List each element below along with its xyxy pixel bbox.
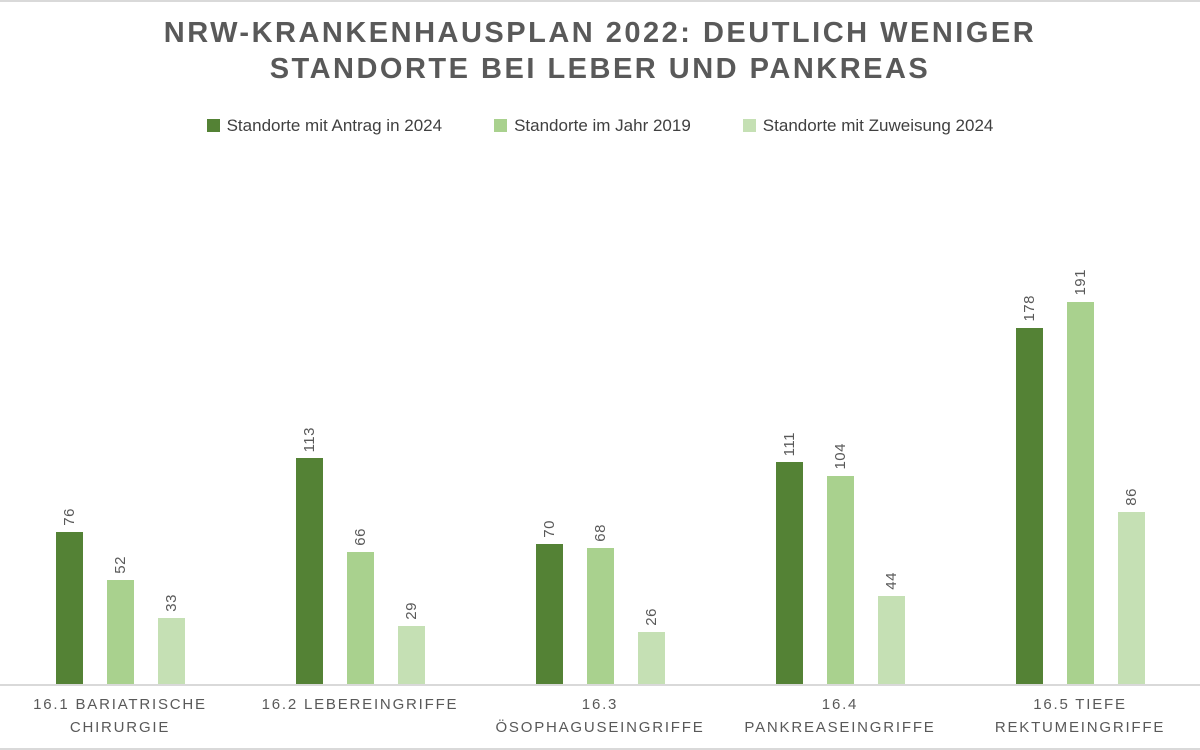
legend-label-jahr-2019: Standorte im Jahr 2019 (514, 115, 691, 135)
bar-value-label: 26 (642, 608, 660, 626)
bar-16-1-antrag-2024 (55, 532, 83, 684)
bar-value-label: 68 (591, 524, 609, 542)
top-border-line (0, 0, 1200, 2)
bar-column: 178 (1015, 295, 1043, 684)
bar-16-1-zuweisung-2024 (157, 618, 185, 684)
category-label-16-1: 16.1 BARIATRISCHE CHIRURGIE (33, 696, 207, 736)
legend-swatch-zuweisung-2024 (742, 119, 756, 133)
bar-column: 113 (295, 426, 323, 684)
category-cell: 16.3 ÖSOPHAGUSEINGRIFFE (480, 694, 720, 739)
bar-column: 68 (586, 524, 614, 684)
category-label-16-3: 16.3 ÖSOPHAGUSEINGRIFFE (495, 696, 705, 736)
bar-value-label: 29 (402, 602, 420, 620)
bar-column: 76 (55, 508, 83, 684)
bar-16-5-jahr-2019 (1066, 302, 1094, 684)
bar-16-1-jahr-2019 (106, 580, 134, 684)
bar-value-label: 44 (882, 572, 900, 590)
bar-16-4-zuweisung-2024 (877, 596, 905, 684)
group-16-2-lebereingriffe: 113 66 29 (240, 427, 480, 684)
bar-value-label: 76 (60, 508, 78, 526)
plot-area: 76 52 33 113 66 29 (0, 136, 1200, 686)
bar-16-2-zuweisung-2024 (397, 626, 425, 684)
chart-title: NRW-KRANKENHAUSPLAN 2022: DEUTLICH WENIG… (163, 17, 1037, 85)
bottom-border-line (0, 748, 1200, 750)
bar-16-2-antrag-2024 (295, 458, 323, 684)
legend-label-antrag-2024: Standorte mit Antrag in 2024 (226, 115, 443, 135)
bar-16-5-zuweisung-2024 (1117, 512, 1145, 684)
bar-16-2-jahr-2019 (346, 552, 374, 684)
category-label-16-4: 16.4 PANKREASEINGRIFFE (744, 696, 936, 736)
bar-value-label: 104 (831, 443, 849, 470)
category-cell: 16.2 LEBEREINGRIFFE (240, 694, 480, 717)
bar-16-3-antrag-2024 (535, 544, 563, 684)
legend: Standorte mit Antrag in 2024 Standorte i… (0, 116, 1200, 136)
bar-value-label: 86 (1122, 488, 1140, 506)
bar-column: 52 (106, 556, 134, 684)
category-cell: 16.1 BARIATRISCHE CHIRURGIE (0, 694, 240, 739)
bar-16-4-antrag-2024 (775, 462, 803, 684)
bar-value-label: 178 (1020, 295, 1038, 322)
bar-column: 111 (775, 431, 803, 684)
bar-value-label: 70 (540, 520, 558, 538)
legend-item-zuweisung-2024: Standorte mit Zuweisung 2024 (742, 115, 994, 136)
bar-column: 104 (826, 443, 854, 684)
bar-column: 86 (1117, 488, 1145, 684)
bar-value-label: 33 (162, 594, 180, 612)
bar-column: 66 (346, 528, 374, 684)
bar-column: 33 (157, 594, 185, 684)
bar-column: 29 (397, 602, 425, 684)
bar-value-label: 111 (780, 431, 798, 456)
bar-column: 191 (1066, 269, 1094, 684)
bar-16-3-zuweisung-2024 (637, 632, 665, 684)
bar-column: 26 (637, 608, 665, 684)
group-16-3-oesophaguseingriffe: 70 68 26 (480, 520, 720, 684)
category-label-16-2: 16.2 LEBEREINGRIFFE (261, 696, 459, 713)
bar-column: 70 (535, 520, 563, 684)
category-axis: 16.1 BARIATRISCHE CHIRURGIE 16.2 LEBEREI… (0, 686, 1200, 744)
group-16-5-tiefe-rektumeingriffe: 178 191 86 (960, 269, 1200, 684)
legend-swatch-antrag-2024 (206, 119, 220, 133)
legend-item-jahr-2019: Standorte im Jahr 2019 (494, 116, 691, 136)
bar-value-label: 191 (1071, 269, 1089, 296)
legend-item-antrag-2024: Standorte mit Antrag in 2024 (206, 115, 443, 136)
group-16-4-pankreaseingriffe: 111 104 44 (720, 432, 960, 684)
bar-16-3-jahr-2019 (586, 548, 614, 684)
category-cell: 16.4 PANKREASEINGRIFFE (720, 694, 960, 739)
category-cell: 16.5 TIEFE REKTUMEINGRIFFE (960, 694, 1200, 739)
legend-swatch-jahr-2019 (494, 119, 508, 133)
category-label-16-5: 16.5 TIEFE REKTUMEINGRIFFE (994, 696, 1166, 736)
bar-value-label: 52 (111, 556, 129, 574)
group-16-1-bariatrische-chirurgie: 76 52 33 (0, 508, 240, 684)
bar-16-4-jahr-2019 (826, 476, 854, 684)
legend-label-zuweisung-2024: Standorte mit Zuweisung 2024 (762, 115, 994, 135)
bar-16-5-antrag-2024 (1015, 328, 1043, 684)
bar-column: 44 (877, 572, 905, 684)
bar-value-label: 113 (300, 426, 318, 452)
bar-value-label: 66 (351, 528, 369, 546)
